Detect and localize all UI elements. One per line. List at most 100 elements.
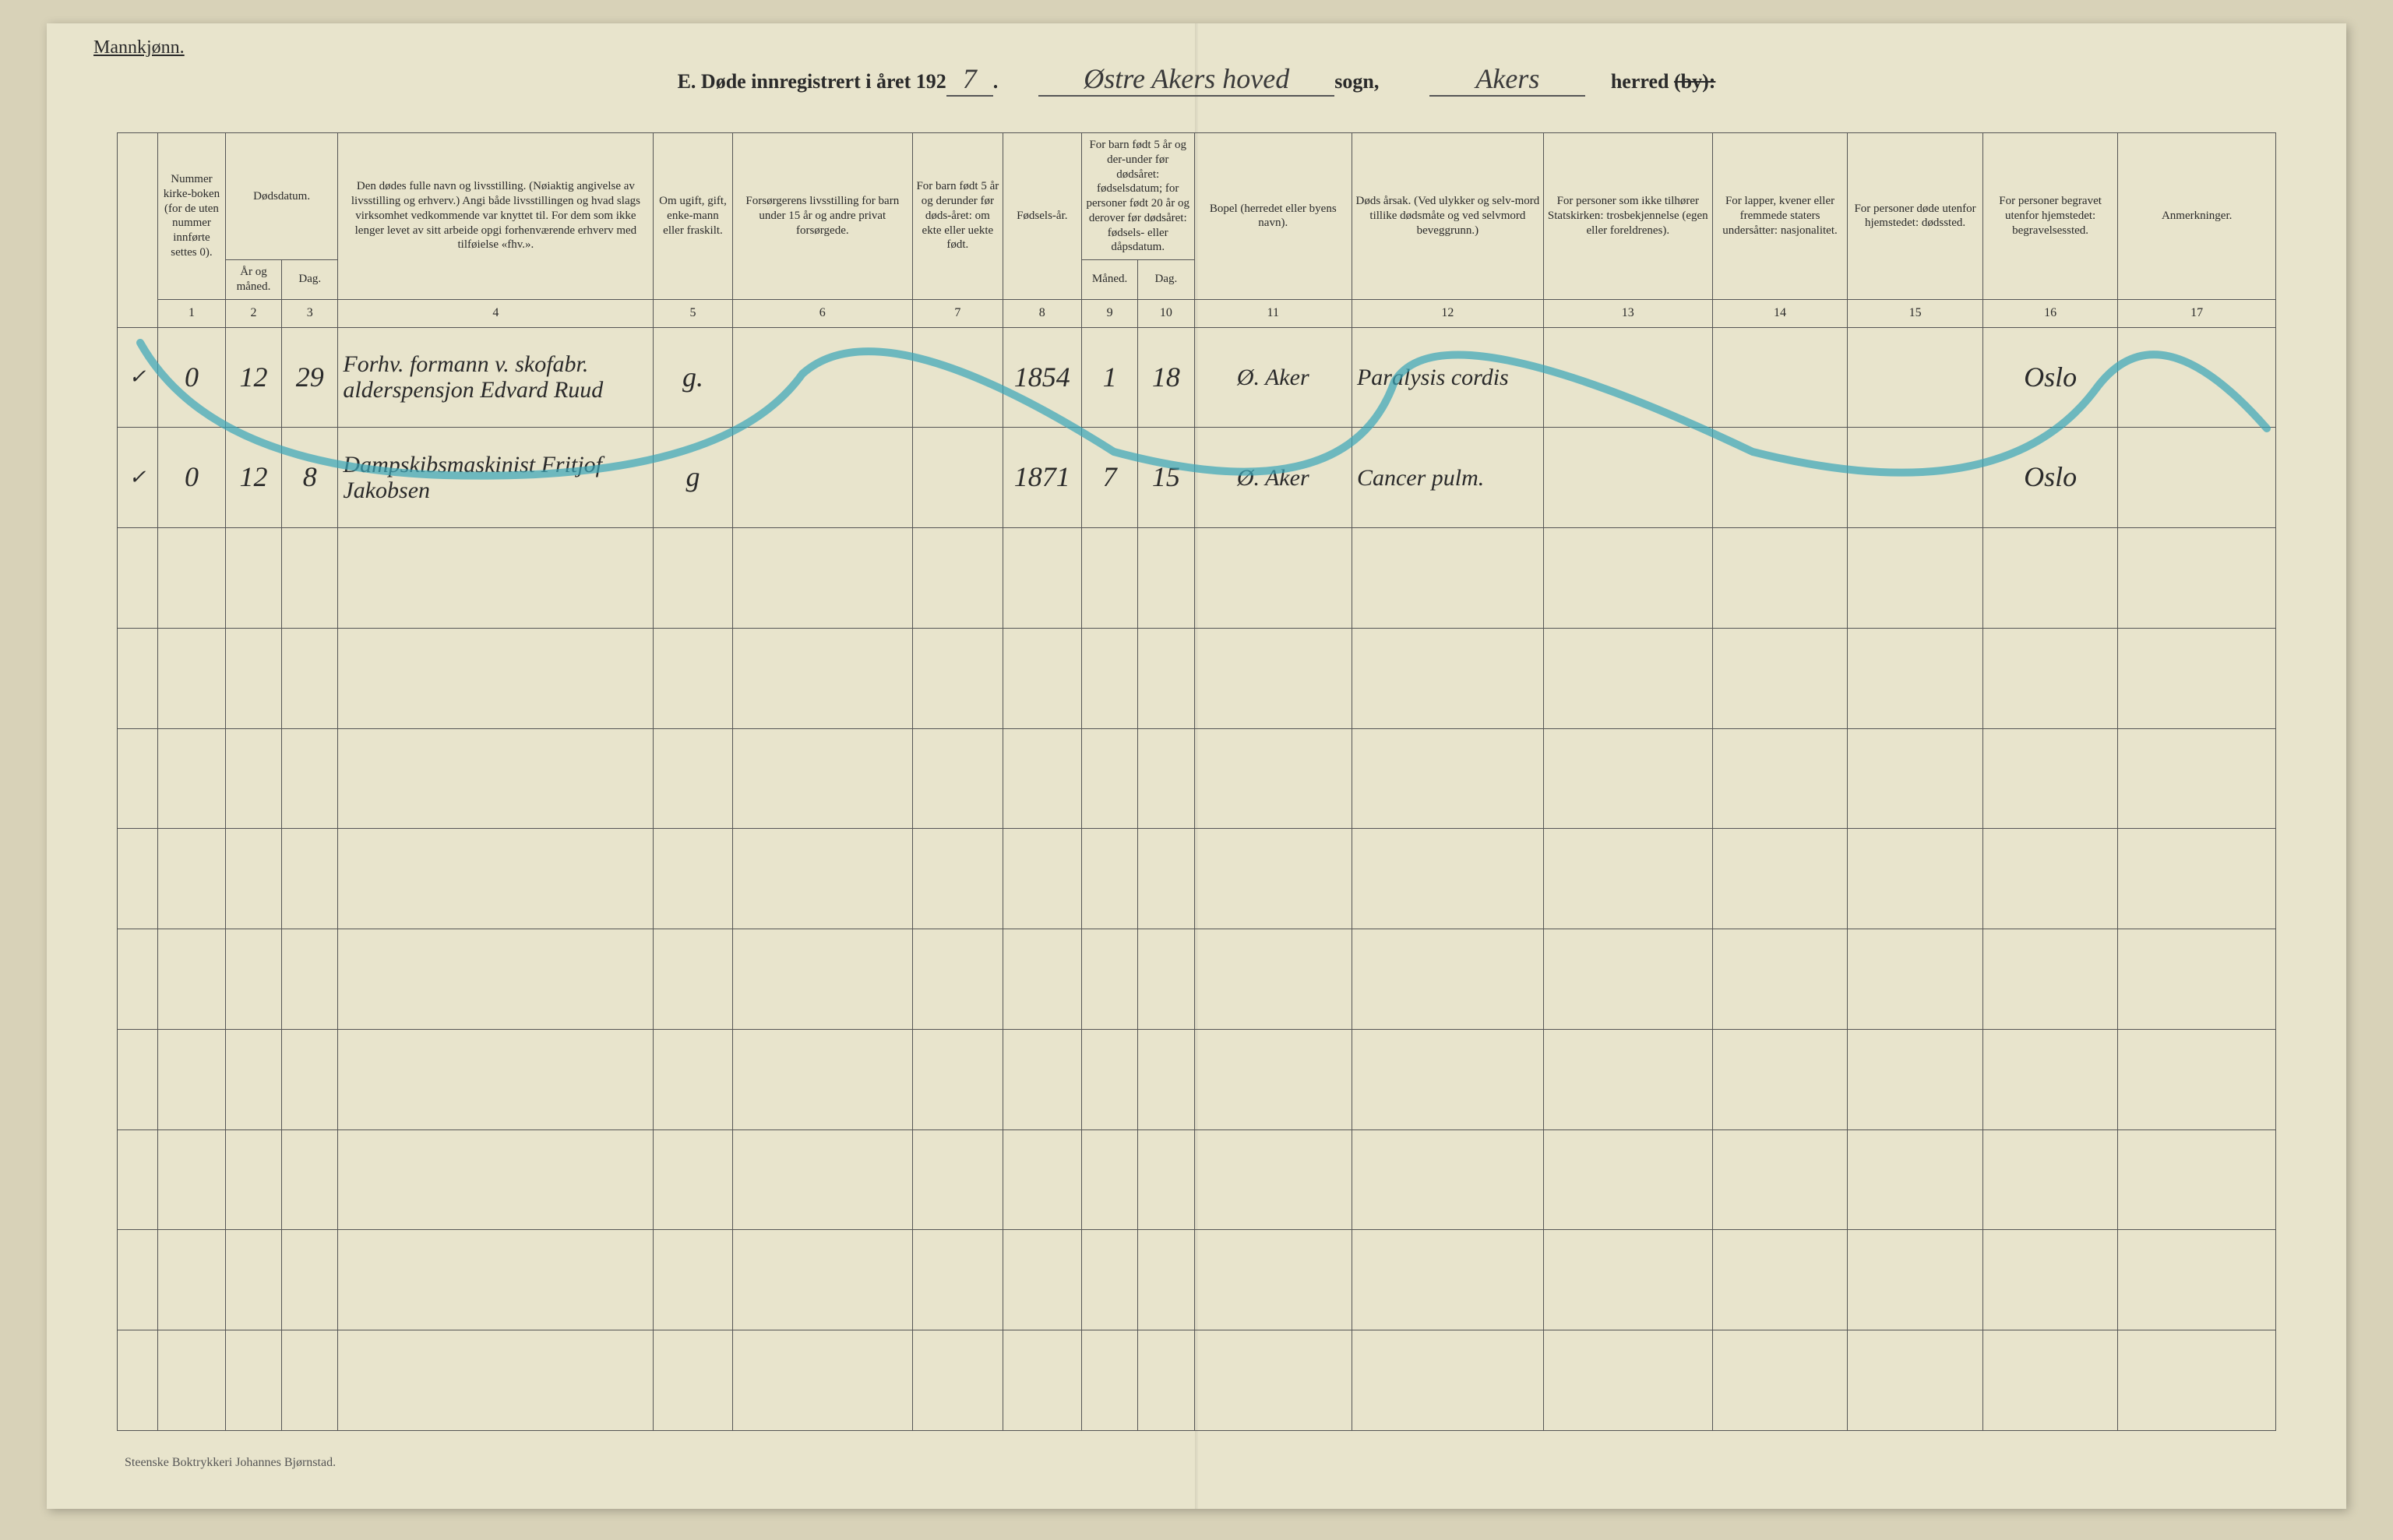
colnum-7: 7 xyxy=(913,299,1003,327)
table-row-blank xyxy=(118,1230,2276,1330)
cell-c8: 1871 xyxy=(1003,428,1081,528)
col-14-header: For lapper, kvener eller fremmede stater… xyxy=(1712,133,1848,300)
table-row-blank xyxy=(118,1129,2276,1230)
col-17-header: Anmerkninger. xyxy=(2118,133,2276,300)
col-11-header: Bopel (herredet eller byens navn). xyxy=(1194,133,1352,300)
colnum-11: 11 xyxy=(1194,299,1352,327)
table-row: ✓ 0 12 8 Dampskibsmaskinist Fritjof Jako… xyxy=(118,428,2276,528)
col-6-header: Forsørgerens livsstilling for barn under… xyxy=(732,133,912,300)
cell-c12: Cancer pulm. xyxy=(1352,428,1543,528)
cell-c11: Ø. Aker xyxy=(1194,428,1352,528)
cell-c9: 7 xyxy=(1081,428,1137,528)
cell-c10: 18 xyxy=(1138,327,1194,428)
col-10-sub: Dag. xyxy=(1138,260,1194,300)
col-7-header: For barn født 5 år og derunder før døds-… xyxy=(913,133,1003,300)
gender-label: Mannkjønn. xyxy=(93,37,185,58)
table-row-blank xyxy=(118,829,2276,929)
cell-c1: 0 xyxy=(158,327,226,428)
cell-check: ✓ xyxy=(118,327,158,428)
col-9-10-top: For barn født 5 år og der-under før døds… xyxy=(1081,133,1194,260)
cell-c12: Paralysis cordis xyxy=(1352,327,1543,428)
col-number-row: 1 2 3 4 5 6 7 8 9 10 11 12 13 14 15 16 1 xyxy=(118,299,2276,327)
colnum-12: 12 xyxy=(1352,299,1543,327)
cell-c14 xyxy=(1712,327,1848,428)
cell-c13 xyxy=(1543,327,1712,428)
table-row-blank xyxy=(118,528,2276,629)
col-13-header: For personer som ikke tilhører Statskirk… xyxy=(1543,133,1712,300)
ledger-table: Nummer kirke-boken (for de uten nummer i… xyxy=(117,132,2276,1431)
table-row-blank xyxy=(118,728,2276,829)
header: Mannkjønn. E. Døde innregistrert i året … xyxy=(47,23,2346,125)
herred-label: herred xyxy=(1611,70,1669,93)
sogn-label: sogn, xyxy=(1334,70,1379,93)
table-head: Nummer kirke-boken (for de uten nummer i… xyxy=(118,133,2276,328)
col-check xyxy=(118,133,158,328)
col-2-3-top: Dødsdatum. xyxy=(225,133,338,260)
herred-handwritten: Akers xyxy=(1429,62,1585,97)
colnum-1: 1 xyxy=(158,299,226,327)
col-3-sub: Dag. xyxy=(282,260,338,300)
cell-c6 xyxy=(732,327,912,428)
col-15-header: For personer døde utenfor hjemstedet: dø… xyxy=(1848,133,1983,300)
colnum-3: 3 xyxy=(282,299,338,327)
cell-c16: Oslo xyxy=(1982,327,2118,428)
table-row: ✓ 0 12 29 Forhv. formann v. skofabr. ald… xyxy=(118,327,2276,428)
table-row-blank xyxy=(118,628,2276,728)
cell-check: ✓ xyxy=(118,428,158,528)
table-row-blank xyxy=(118,1029,2276,1129)
cell-c17 xyxy=(2118,327,2276,428)
colnum-13: 13 xyxy=(1543,299,1712,327)
table-row-blank xyxy=(118,1330,2276,1431)
table-row-blank xyxy=(118,929,2276,1030)
herred-strike: (by): xyxy=(1674,70,1715,93)
cell-c5: g. xyxy=(654,327,732,428)
col-16-header: For personer begravet utenfor hjemstedet… xyxy=(1982,133,2118,300)
cell-c17 xyxy=(2118,428,2276,528)
col-1-header: Nummer kirke-boken (for de uten nummer i… xyxy=(158,133,226,300)
cell-c3: 29 xyxy=(282,327,338,428)
printer-footer: Steenske Boktrykkeri Johannes Bjørnstad. xyxy=(125,1456,336,1470)
cell-c2: 12 xyxy=(225,428,281,528)
colnum-8: 8 xyxy=(1003,299,1081,327)
table-body: ✓ 0 12 29 Forhv. formann v. skofabr. ald… xyxy=(118,327,2276,1431)
colnum-4: 4 xyxy=(338,299,654,327)
colnum-5: 5 xyxy=(654,299,732,327)
cell-c9: 1 xyxy=(1081,327,1137,428)
cell-c5: g xyxy=(654,428,732,528)
colnum-15: 15 xyxy=(1848,299,1983,327)
col-2-sub: År og måned. xyxy=(225,260,281,300)
cell-c1: 0 xyxy=(158,428,226,528)
cell-c10: 15 xyxy=(1138,428,1194,528)
year-suffix: 7 xyxy=(946,62,993,97)
colnum-16: 16 xyxy=(1982,299,2118,327)
sogn-handwritten: Østre Akers hoved xyxy=(1038,62,1334,97)
colnum-9: 9 xyxy=(1081,299,1137,327)
cell-c15 xyxy=(1848,327,1983,428)
cell-c3: 8 xyxy=(282,428,338,528)
colnum-6: 6 xyxy=(732,299,912,327)
cell-c15 xyxy=(1848,428,1983,528)
col-5-header: Om ugift, gift, enke-mann eller fraskilt… xyxy=(654,133,732,300)
title-prefix: E. Døde innregistrert i året 192 xyxy=(678,70,946,93)
cell-c7 xyxy=(913,327,1003,428)
col-8-header: Fødsels-år. xyxy=(1003,133,1081,300)
colnum-14: 14 xyxy=(1712,299,1848,327)
col-9-sub: Måned. xyxy=(1081,260,1137,300)
cell-c11: Ø. Aker xyxy=(1194,327,1352,428)
title-dot: . xyxy=(993,70,999,93)
cell-c14 xyxy=(1712,428,1848,528)
cell-c6 xyxy=(732,428,912,528)
colnum-2: 2 xyxy=(225,299,281,327)
ledger-page: Mannkjønn. E. Døde innregistrert i året … xyxy=(47,23,2346,1509)
cell-c16: Oslo xyxy=(1982,428,2118,528)
colnum-17: 17 xyxy=(2118,299,2276,327)
cell-c8: 1854 xyxy=(1003,327,1081,428)
colnum-10: 10 xyxy=(1138,299,1194,327)
title-line: E. Døde innregistrert i året 1927. Østre… xyxy=(47,62,2346,97)
cell-c4: Dampskibsmaskinist Fritjof Jakobsen xyxy=(338,428,654,528)
col-12-header: Døds årsak. (Ved ulykker og selv-mord ti… xyxy=(1352,133,1543,300)
ledger-table-wrap: Nummer kirke-boken (for de uten nummer i… xyxy=(117,132,2276,1431)
cell-c2: 12 xyxy=(225,327,281,428)
cell-c4: Forhv. formann v. skofabr. alderspensjon… xyxy=(338,327,654,428)
header-row-1: Nummer kirke-boken (for de uten nummer i… xyxy=(118,133,2276,260)
